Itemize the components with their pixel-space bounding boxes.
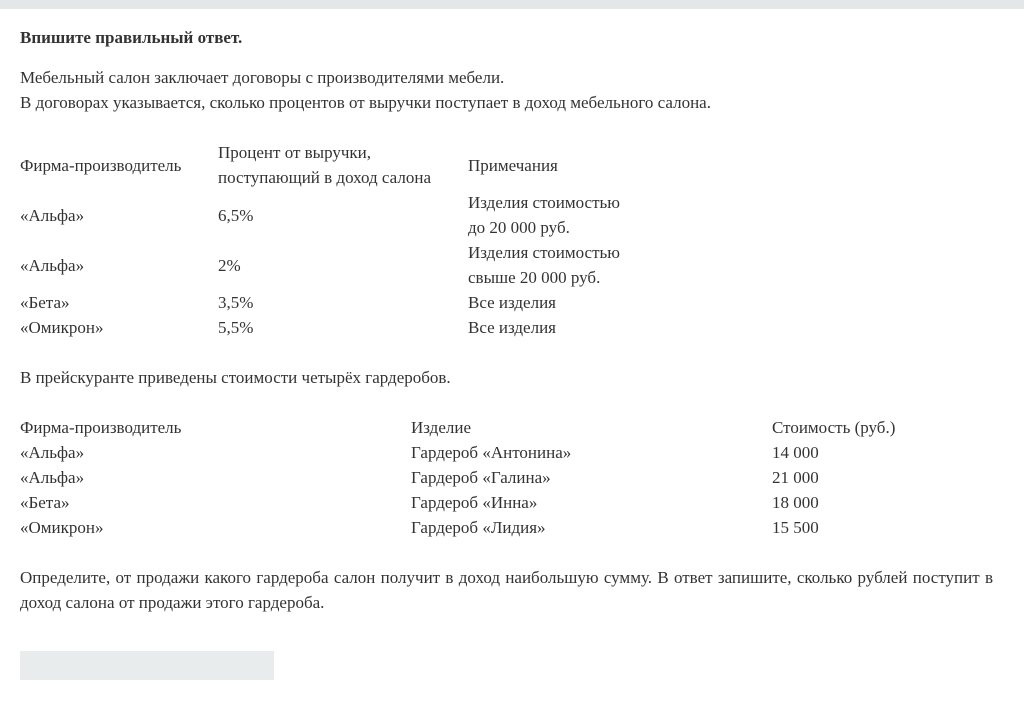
cell-firm: «Бета»: [20, 293, 70, 312]
cell-cost: 14 000: [772, 443, 819, 462]
table-row: «Альфа» 2% Изделия стоимостью свыше 20 00…: [20, 240, 620, 290]
table-row: «Альфа» Гардероб «Галина» 21 000: [20, 465, 895, 490]
intro-text: Мебельный салон заключает договоры с про…: [20, 65, 711, 115]
table-header: Фирма-производитель Процент от выручки, п…: [20, 140, 620, 190]
table-row: «Альфа» Гардероб «Антонина» 14 000: [20, 440, 895, 465]
cell-note: Изделия стоимостью свыше 20 000 руб.: [468, 243, 620, 287]
cell-percent: 2%: [218, 255, 241, 275]
cell-firm: «Альфа»: [20, 443, 85, 462]
table-row: «Бета» 3,5% Все изделия: [20, 290, 620, 315]
header-item: Изделие: [411, 418, 472, 437]
cell-note: Изделия стоимостью до 20 000 руб.: [468, 193, 620, 237]
cell-item: Гардероб «Галина»: [411, 468, 551, 487]
cell-item: Гардероб «Инна»: [411, 493, 538, 512]
commission-table: Фирма-производитель Процент от выручки, п…: [20, 140, 620, 340]
table-row: «Омикрон» Гардероб «Лидия» 15 500: [20, 515, 895, 540]
cell-percent: 5,5%: [218, 318, 254, 337]
top-bar: [0, 0, 1024, 9]
table-header: Фирма-производитель Изделие Стоимость (р…: [20, 415, 895, 440]
header-notes: Примечания: [468, 155, 558, 175]
cell-cost: 15 500: [772, 518, 819, 537]
cell-cost: 18 000: [772, 493, 819, 512]
price-intro: В прейскуранте приведены стоимости четыр…: [20, 368, 451, 387]
cell-firm: «Бета»: [20, 493, 70, 512]
intro-line: Мебельный салон заключает договоры с про…: [20, 68, 505, 87]
cell-note: Все изделия: [468, 293, 556, 312]
question-text: Определите, от продажи какого гардероба …: [20, 568, 993, 612]
header-cost: Стоимость (руб.): [772, 418, 896, 437]
cell-note: Все изделия: [468, 318, 556, 337]
cell-firm: «Омикрон»: [20, 518, 104, 537]
cell-firm: «Альфа»: [20, 468, 85, 487]
cell-item: Гардероб «Антонина»: [411, 443, 572, 462]
header-firm: Фирма-производитель: [20, 155, 182, 175]
task-title: Впишите правильный ответ.: [20, 28, 243, 47]
cell-cost: 21 000: [772, 468, 819, 487]
table-row: «Бета» Гардероб «Инна» 18 000: [20, 490, 895, 515]
table-row: «Альфа» 6,5% Изделия стоимостью до 20 000…: [20, 190, 620, 240]
intro-line: В договорах указывается, сколько процент…: [20, 93, 711, 112]
cell-percent: 6,5%: [218, 205, 254, 225]
cell-firm: «Альфа»: [20, 255, 85, 275]
cell-firm: «Омикрон»: [20, 318, 104, 337]
cell-firm: «Альфа»: [20, 205, 85, 225]
header-percent: Процент от выручки, поступающий в доход с…: [218, 143, 431, 187]
answer-input[interactable]: [20, 651, 274, 680]
table-row: «Омикрон» 5,5% Все изделия: [20, 315, 620, 340]
header-firm: Фирма-производитель: [20, 418, 182, 437]
cell-item: Гардероб «Лидия»: [411, 518, 546, 537]
cell-percent: 3,5%: [218, 293, 254, 312]
price-table: Фирма-производитель Изделие Стоимость (р…: [20, 415, 895, 540]
